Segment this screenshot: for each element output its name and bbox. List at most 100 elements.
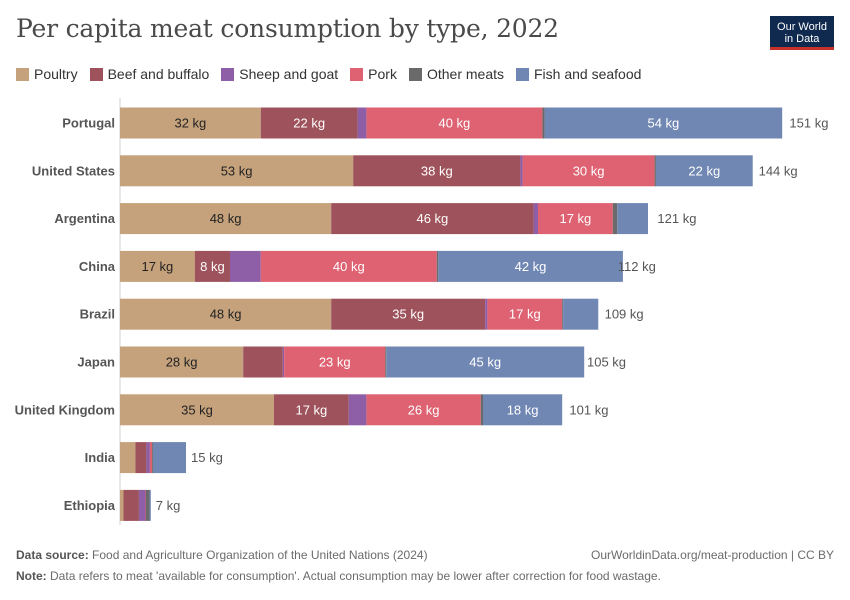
data-label: 28 kg (166, 355, 198, 370)
bar-segment-fish-and-seafood[interactable] (563, 298, 599, 330)
bar-segment-pork[interactable] (366, 107, 543, 139)
data-label: 48 kg (210, 307, 242, 322)
category-label: United Kingdom (15, 402, 115, 417)
bar-segment-other-meats[interactable] (612, 203, 618, 235)
legend-item-pork[interactable]: Pork (350, 66, 397, 82)
stacked-bar-chart: Portugal 32 kg 22 kg 40 kg 54 kg 151 kg United… (15, 98, 828, 525)
chart-title: Per capita meat consumption by type, 202… (16, 14, 559, 43)
bar-segment-beef-and-buffalo[interactable] (331, 298, 486, 330)
owid-logo[interactable]: Our World in Data (770, 16, 834, 50)
bar-segment-beef-and-buffalo[interactable] (274, 394, 349, 426)
total-label: 151 kg (789, 116, 828, 131)
bar-segment-beef-and-buffalo[interactable] (135, 442, 147, 474)
bar-segment-fish-and-seafood[interactable] (149, 489, 151, 521)
data-label: 23 kg (319, 355, 351, 370)
bar-segment-sheep-and-goat[interactable] (357, 107, 367, 139)
data-label: 35 kg (392, 307, 424, 322)
legend-item-other-meats[interactable]: Other meats (408, 66, 504, 82)
data-label: 46 kg (416, 211, 448, 226)
data-label: 48 kg (210, 211, 242, 226)
bar-segment-poultry[interactable] (120, 107, 261, 139)
bar-segment-pork[interactable] (145, 489, 147, 521)
bar-segment-poultry[interactable] (120, 298, 332, 330)
data-label: 54 kg (647, 116, 679, 131)
bar-segment-poultry[interactable] (120, 155, 354, 187)
data-label: 18 kg (507, 402, 539, 417)
legend-item-poultry[interactable]: Poultry (16, 66, 78, 82)
data-label: 30 kg (573, 163, 605, 178)
bar-segment-fish-and-seafood[interactable] (655, 155, 753, 187)
legend-swatch (16, 67, 29, 81)
bar-segment-fish-and-seafood[interactable] (617, 203, 648, 235)
bar-segment-other-meats[interactable] (145, 489, 150, 521)
bar-segment-sheep-and-goat[interactable] (533, 203, 538, 235)
bar-segment-fish-and-seafood[interactable] (483, 394, 563, 426)
data-label: 38 kg (421, 163, 453, 178)
bar-segment-sheep-and-goat[interactable] (230, 250, 261, 282)
bar-segment-sheep-and-goat[interactable] (138, 489, 146, 521)
data-label: 17 kg (141, 259, 173, 274)
bar-segment-beef-and-buffalo[interactable] (243, 346, 283, 378)
bar-segment-other-meats[interactable] (436, 250, 439, 282)
bar-segment-poultry[interactable] (120, 203, 332, 235)
data-label: 53 kg (221, 163, 253, 178)
bar-segment-poultry[interactable] (120, 442, 136, 474)
bar-segment-sheep-and-goat[interactable] (348, 394, 367, 426)
category-label: Argentina (54, 211, 115, 226)
bar-segment-beef-and-buffalo[interactable] (331, 203, 534, 235)
bar-segment-pork[interactable] (366, 394, 481, 426)
total-label: 105 kg (587, 355, 626, 370)
bar-segment-sheep-and-goat[interactable] (485, 298, 488, 330)
chart-legend: Poultry Beef and buffalo Sheep and goat Por… (16, 66, 653, 82)
url-license[interactable]: OurWorldinData.org/meat-production | CC … (591, 548, 834, 562)
legend-item-fish-and-seafood[interactable]: Fish and seafood (516, 66, 641, 82)
legend-swatch (408, 67, 422, 81)
data-label: 42 kg (515, 259, 547, 274)
total-label: 144 kg (759, 163, 798, 178)
data-source-line: Data source: Food and Agriculture Organi… (16, 548, 428, 562)
legend-label: Sheep and goat (239, 66, 339, 82)
note-text: Data refers to meat 'available for consu… (50, 569, 661, 583)
source-text[interactable]: Food and Agriculture Organization of the… (92, 548, 428, 562)
bar-segment-pork[interactable] (284, 346, 386, 378)
bar-segment-pork[interactable] (487, 298, 563, 330)
bar-segment-poultry[interactable] (120, 250, 195, 282)
legend-swatch (221, 67, 235, 81)
note-line: Note: Data refers to meat 'available for… (16, 569, 661, 583)
note-label: Note: (16, 569, 47, 583)
bar-segment-fish-and-seafood[interactable] (386, 346, 585, 378)
data-label: 22 kg (293, 116, 325, 131)
bar-segment-pork[interactable] (149, 442, 153, 474)
bar-segment-beef-and-buffalo[interactable] (353, 155, 521, 187)
bar-segment-poultry[interactable] (120, 489, 124, 521)
bar-segment-other-meats[interactable] (562, 298, 564, 330)
bar-segment-pork[interactable] (538, 203, 613, 235)
bar-segment-beef-and-buffalo[interactable] (194, 250, 230, 282)
bar-segment-poultry[interactable] (120, 346, 244, 378)
legend-item-sheep-and-goat[interactable]: Sheep and goat (221, 66, 338, 82)
bar-segment-other-meats[interactable] (654, 155, 656, 187)
bar-segment-other-meats[interactable] (480, 394, 483, 426)
bar-segment-fish-and-seafood[interactable] (153, 442, 186, 474)
legend-label: Fish and seafood (534, 66, 642, 82)
category-label: Japan (77, 355, 115, 370)
legend-label: Other meats (426, 66, 504, 82)
bar-segment-pork[interactable] (522, 155, 655, 187)
legend-item-beef-and-buffalo[interactable]: Beef and buffalo (89, 66, 209, 82)
category-label: India (85, 450, 116, 465)
bar-segment-sheep-and-goat[interactable] (146, 442, 150, 474)
bar-segment-sheep-and-goat[interactable] (520, 155, 523, 187)
bar-segment-beef-and-buffalo[interactable] (260, 107, 358, 139)
bar-segment-other-meats[interactable] (385, 346, 387, 378)
bar-segment-fish-and-seafood[interactable] (544, 107, 783, 139)
bar-segment-fish-and-seafood[interactable] (438, 250, 623, 282)
bar-segment-poultry[interactable] (120, 394, 274, 426)
data-label: 40 kg (333, 259, 365, 274)
bar-segment-beef-and-buffalo[interactable] (123, 489, 139, 521)
bar-segment-pork[interactable] (260, 250, 437, 282)
category-label: Brazil (80, 307, 115, 322)
bar-segment-sheep-and-goat[interactable] (282, 346, 285, 378)
legend-swatch (516, 67, 529, 81)
bar-segment-other-meats[interactable] (542, 107, 545, 139)
bar-segment-other-meats[interactable] (152, 442, 153, 474)
